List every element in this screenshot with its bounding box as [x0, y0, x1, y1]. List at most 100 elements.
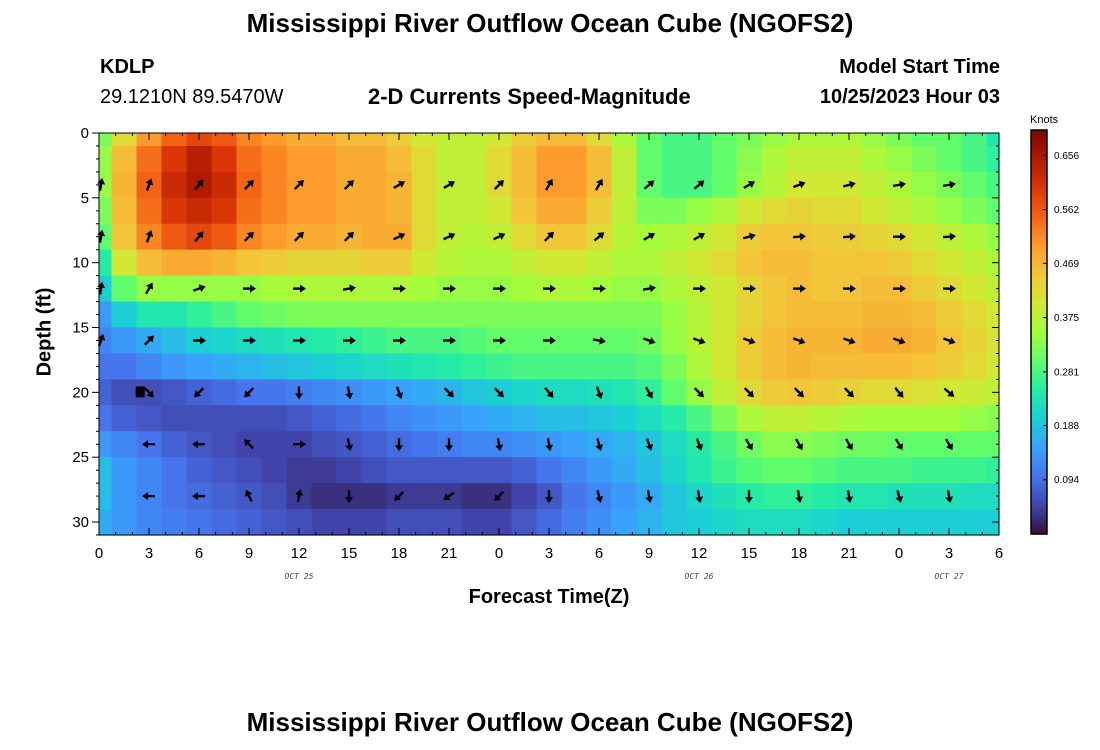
heatmap-cell: [161, 327, 188, 355]
colorbar-segment: [1031, 483, 1047, 488]
colorbar-segment: [1031, 193, 1047, 198]
current-arrow: [642, 337, 656, 345]
colorbar-segment: [1031, 187, 1047, 192]
colorbar-segment: [1031, 180, 1047, 185]
colorbar-segment: [1031, 443, 1047, 448]
heatmap-cell: [961, 275, 988, 303]
colorbar-tick-label: 0.469: [1054, 259, 1079, 270]
colorbar-segment: [1031, 416, 1047, 421]
heatmap-cell: [411, 223, 438, 251]
heatmap-cell: [836, 301, 863, 329]
heatmap-cell: [186, 405, 213, 432]
heatmap-cell: [361, 483, 388, 510]
colorbar-segment: [1031, 513, 1047, 518]
date-label: OCT 27: [935, 572, 964, 581]
colorbar-segment: [1031, 503, 1047, 508]
current-arrow: [544, 387, 554, 398]
heatmap-cell: [161, 405, 188, 432]
current-arrow: [293, 440, 306, 449]
heatmap-cell: [861, 431, 888, 458]
heatmap-cell: [461, 249, 488, 277]
heatmap-cell: [111, 379, 138, 406]
colorbar-tick-label: 0.656: [1054, 151, 1079, 162]
heatmap-cell: [611, 197, 638, 225]
heatmap-cell: [786, 145, 813, 173]
current-arrow: [693, 180, 705, 190]
heatmap-cell: [661, 171, 688, 199]
heatmap-cell: [411, 327, 438, 355]
heatmap-cell: [961, 483, 988, 510]
x-tick-label: 15: [341, 545, 358, 562]
heatmap-cell: [736, 145, 763, 173]
colorbar-segment: [1031, 146, 1047, 151]
heatmap-cell: [386, 145, 413, 173]
heatmap-cell: [486, 457, 513, 484]
current-arrow: [942, 337, 956, 345]
heatmap-cell: [261, 133, 288, 147]
colorbar: 0.656 0.562 0.469 0.375 0.281 0.188 0.094: [1030, 129, 1079, 535]
current-arrow: [793, 284, 806, 293]
heatmap-cell: [661, 327, 688, 355]
current-arrow: [244, 439, 255, 450]
heatmap-cell: [211, 133, 238, 147]
heatmap-cell: [461, 431, 488, 458]
heatmap-cell: [511, 145, 538, 173]
heatmap-cell: [786, 197, 813, 225]
heatmap-cell: [911, 405, 938, 432]
current-arrow: [894, 438, 903, 451]
heatmap-cell: [861, 327, 888, 355]
heatmap-cell: [936, 249, 963, 277]
colorbar-segment: [1031, 493, 1047, 498]
current-arrow: [744, 438, 753, 451]
heatmap-cell: [986, 457, 1000, 484]
heatmap-cell: [99, 327, 113, 355]
heatmap-cell: [586, 301, 613, 329]
heatmap-cell: [311, 457, 338, 484]
heatmap-cell: [311, 509, 338, 536]
heatmap-cell: [886, 249, 913, 277]
heatmap-cell: [561, 145, 588, 173]
colorbar-segment: [1031, 200, 1047, 205]
x-tick-label: 3: [945, 545, 953, 562]
current-arrow: [293, 336, 306, 345]
heatmap-cell: [911, 379, 938, 406]
colorbar-segment: [1031, 389, 1047, 394]
colorbar-segment: [1031, 436, 1047, 441]
current-arrow: [693, 387, 704, 398]
heatmap-cell: [811, 327, 838, 355]
current-arrow: [443, 284, 456, 293]
heatmap-cell: [261, 431, 288, 458]
heatmap-cell: [836, 457, 863, 484]
heatmap-cell: [361, 133, 388, 147]
heatmap-cell: [511, 301, 538, 329]
heatmap-cell: [861, 483, 888, 510]
colorbar-segment: [1031, 345, 1047, 350]
heatmap-cell: [636, 145, 663, 173]
current-arrow: [192, 492, 205, 501]
colorbar-segment: [1031, 476, 1047, 481]
x-tick-label: 6: [595, 545, 603, 562]
heatmap-cell: [586, 457, 613, 484]
heatmap-cell: [136, 301, 163, 329]
heatmap-cell: [361, 171, 388, 199]
current-arrow: [544, 178, 553, 191]
current-arrow: [343, 336, 356, 345]
heatmap-cell: [336, 405, 363, 432]
heatmap-cell: [811, 405, 838, 432]
heatmap-cell: [786, 405, 813, 432]
current-arrow: [295, 386, 303, 400]
y-tick-label: 30: [72, 514, 89, 531]
heatmap-cell: [861, 405, 888, 432]
heatmap-cell: [661, 457, 688, 484]
current-arrow: [795, 489, 804, 503]
current-arrow: [545, 438, 554, 452]
current-arrow: [393, 284, 406, 293]
colorbar-segment: [1031, 271, 1047, 276]
heatmap-cell: [211, 171, 238, 199]
heatmap-cell: [761, 133, 788, 147]
heatmap-cell: [636, 249, 663, 277]
heatmap-cell: [511, 327, 538, 355]
current-arrow: [845, 489, 854, 503]
heatmap-cell: [811, 249, 838, 277]
current-arrow: [343, 179, 354, 190]
